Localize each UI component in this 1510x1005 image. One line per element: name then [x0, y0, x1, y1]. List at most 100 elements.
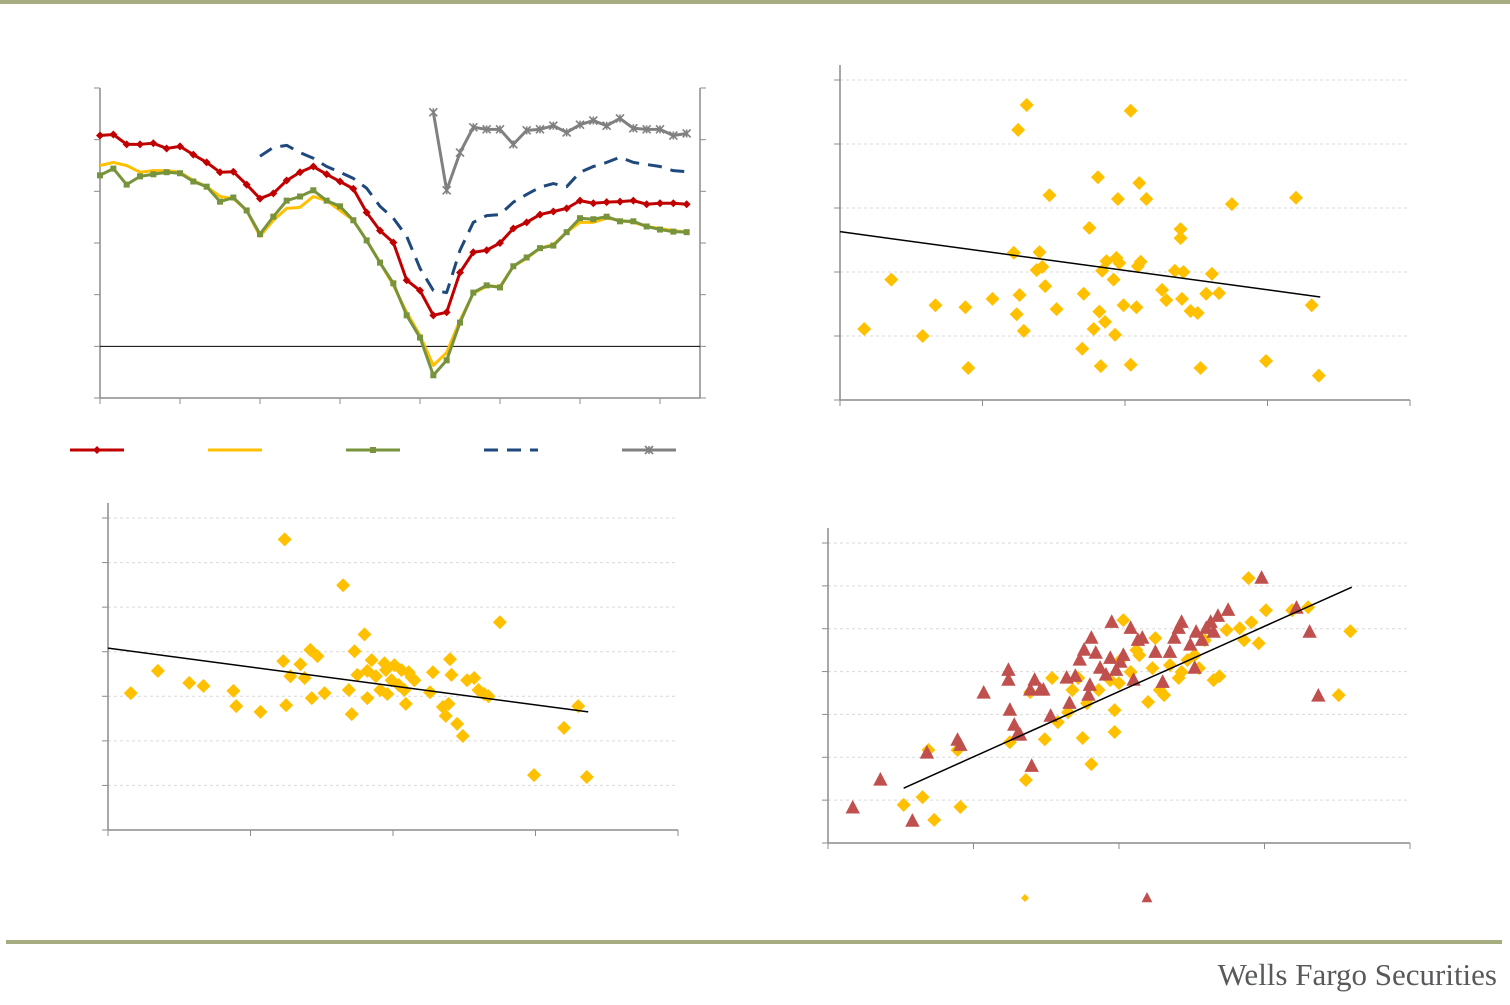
- point-marker: [341, 683, 356, 698]
- point-marker: [1098, 314, 1113, 329]
- point-marker: [1012, 288, 1027, 303]
- point-marker: [522, 218, 531, 227]
- point-marker: [495, 124, 505, 134]
- point-marker: [1107, 703, 1122, 718]
- point-marker: [953, 737, 968, 751]
- point-marker: [1254, 570, 1269, 584]
- point-marker: [1007, 717, 1022, 731]
- point-marker: [1155, 674, 1170, 688]
- point-marker: [1135, 630, 1150, 644]
- point-marker: [336, 177, 344, 186]
- point-marker: [309, 162, 318, 171]
- point-marker: [1159, 293, 1174, 308]
- point-marker: [283, 197, 290, 204]
- point-marker: [483, 282, 490, 289]
- point-marker: [282, 176, 291, 185]
- point-marker: [857, 321, 872, 336]
- point-marker: [1011, 122, 1026, 137]
- series-line: [259, 143, 687, 295]
- legend-marker: [644, 445, 654, 455]
- point-marker: [492, 615, 507, 630]
- point-marker: [1092, 304, 1107, 319]
- top-rule: [0, 0, 1510, 4]
- point-marker: [425, 665, 440, 680]
- point-marker: [163, 169, 170, 176]
- point-marker: [182, 675, 197, 690]
- point-marker: [176, 142, 184, 151]
- point-marker: [1331, 688, 1346, 703]
- point-marker: [1219, 623, 1234, 637]
- point-marker: [657, 226, 663, 233]
- point-marker: [270, 213, 277, 220]
- point-marker: [589, 199, 598, 208]
- point-marker: [537, 245, 543, 252]
- point-marker: [1173, 231, 1188, 246]
- point-marker: [642, 124, 652, 134]
- point-marker: [96, 131, 104, 140]
- point-marker: [277, 532, 292, 547]
- point-marker: [398, 696, 413, 711]
- point-marker: [1006, 245, 1021, 260]
- point-marker: [407, 673, 422, 688]
- point-marker: [1104, 614, 1119, 628]
- point-marker: [389, 238, 398, 247]
- point-marker: [417, 334, 423, 341]
- point-marker: [1162, 644, 1178, 658]
- point-marker: [884, 272, 899, 287]
- point-marker: [616, 197, 624, 206]
- point-marker: [357, 627, 372, 642]
- point-marker: [497, 284, 503, 291]
- point-marker: [149, 139, 158, 148]
- point-marker: [642, 200, 651, 209]
- point-marker: [257, 231, 263, 238]
- point-marker: [137, 173, 143, 180]
- point-marker: [927, 812, 942, 827]
- point-marker: [242, 180, 251, 189]
- point-marker: [1343, 624, 1358, 639]
- point-marker: [1098, 667, 1114, 681]
- point-marker: [344, 707, 359, 722]
- point-marker: [557, 720, 571, 735]
- point-marker: [1183, 637, 1198, 651]
- point-marker: [563, 229, 570, 236]
- point-marker: [1162, 658, 1177, 673]
- point-marker: [304, 691, 319, 706]
- point-marker: [1084, 630, 1099, 644]
- point-marker: [1132, 648, 1147, 663]
- point-marker: [441, 696, 456, 711]
- point-marker: [1210, 608, 1226, 622]
- point-marker: [276, 654, 291, 669]
- point-marker: [363, 237, 370, 244]
- point-marker: [669, 199, 678, 208]
- point-marker: [548, 121, 558, 131]
- point-marker: [1194, 632, 1210, 646]
- point-marker: [919, 745, 935, 759]
- point-marker: [1173, 222, 1188, 237]
- point-marker: [509, 224, 518, 233]
- point-marker: [229, 699, 244, 714]
- point-marker: [1042, 188, 1057, 203]
- point-marker: [1206, 624, 1221, 638]
- point-marker: [1167, 263, 1182, 278]
- point-marker: [442, 185, 452, 195]
- point-marker: [296, 168, 304, 177]
- point-marker: [1244, 615, 1259, 630]
- point-marker: [1107, 725, 1122, 739]
- point-marker: [1037, 732, 1052, 747]
- point-marker: [668, 130, 678, 141]
- point-marker: [202, 158, 211, 167]
- point-marker: [416, 286, 424, 295]
- point-marker: [1001, 672, 1016, 686]
- point-marker: [615, 113, 625, 124]
- point-marker: [109, 130, 118, 139]
- point-marker: [150, 663, 165, 678]
- point-marker: [457, 319, 463, 326]
- point-marker: [1132, 176, 1147, 191]
- point-marker: [349, 184, 358, 193]
- point-marker: [123, 686, 138, 701]
- point-marker: [915, 329, 930, 343]
- point-marker: [368, 669, 383, 684]
- point-marker: [630, 218, 637, 225]
- point-marker: [110, 165, 117, 172]
